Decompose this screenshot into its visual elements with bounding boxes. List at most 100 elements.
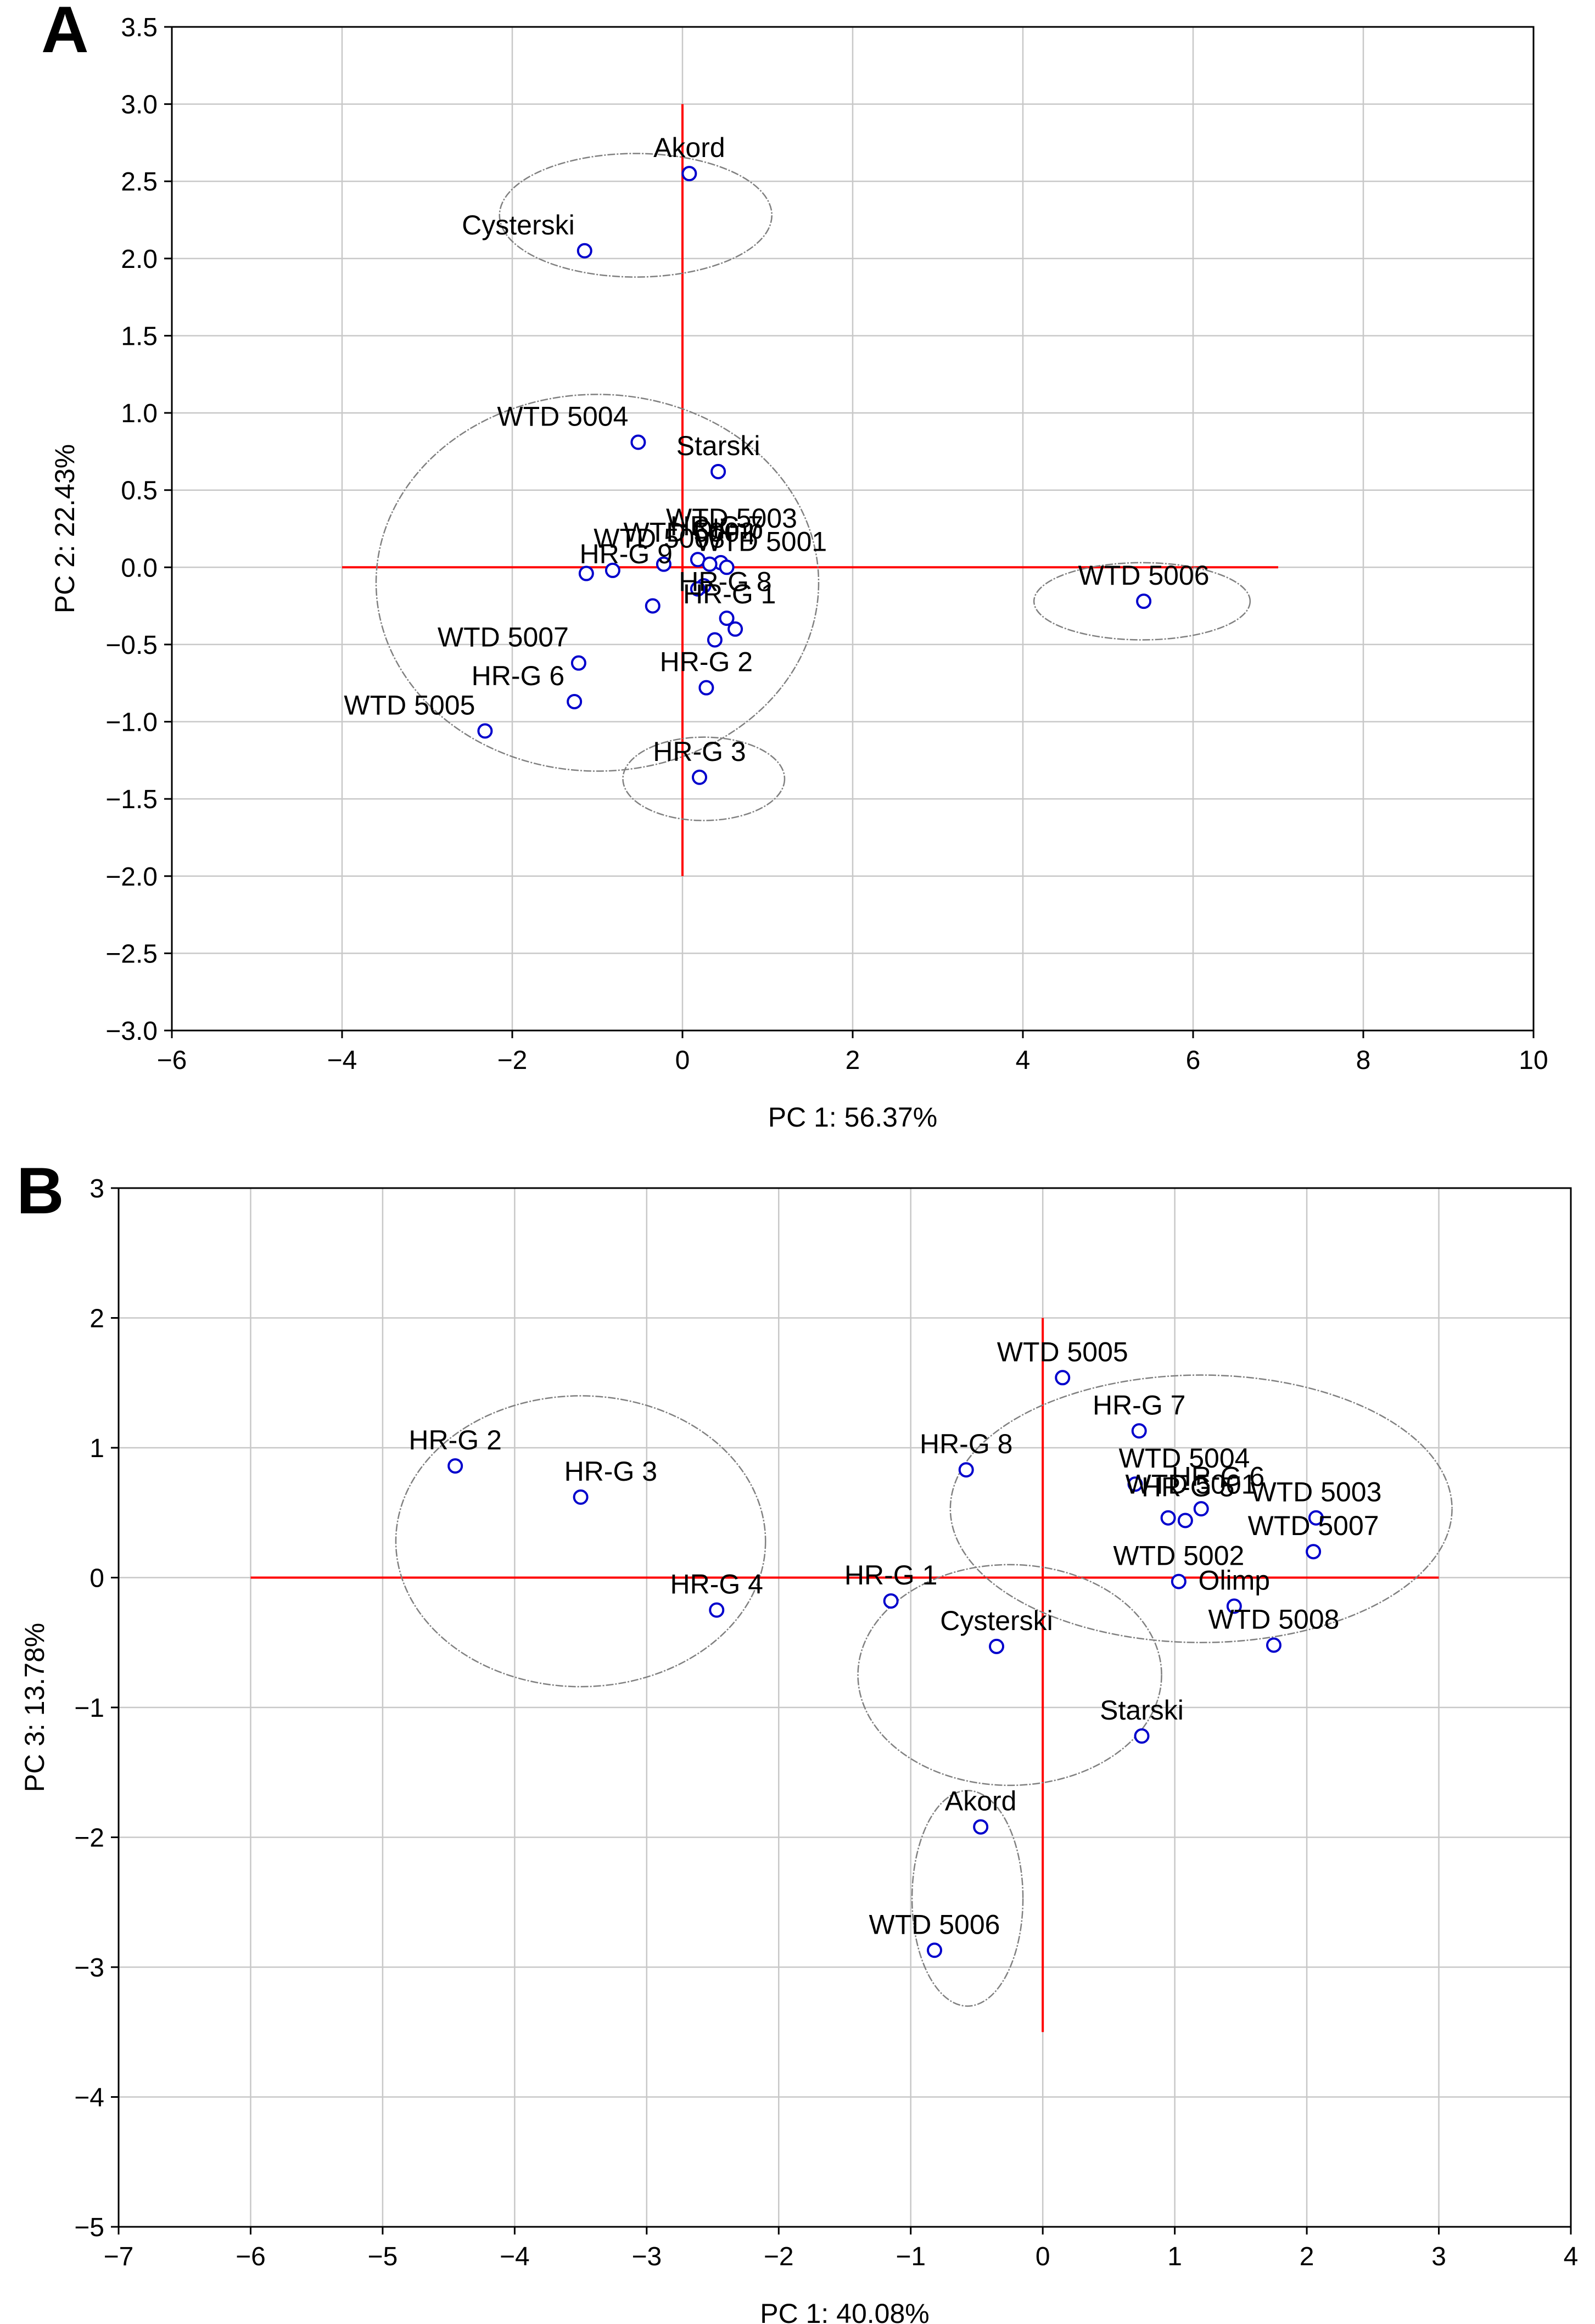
data-point <box>727 621 743 637</box>
point-label: Olimp <box>692 514 764 545</box>
point-label: Starski <box>676 430 760 461</box>
point-label: WTD 5006 <box>1078 560 1210 591</box>
y-tick-label: 2 <box>89 1304 104 1334</box>
point-label: HR-G 2 <box>408 1425 501 1455</box>
x-tick-label: −2 <box>764 2242 794 2271</box>
data-point <box>1306 1544 1322 1560</box>
y-tick-label: 3.0 <box>121 91 158 120</box>
point-label: WTD 5007 <box>1248 1510 1379 1541</box>
point-label: HR-G 8 <box>679 566 771 597</box>
point-label: HR-G 8 <box>920 1429 1012 1459</box>
x-tick-label: 10 <box>1519 1046 1548 1075</box>
ellipse-group-hrg3 <box>622 736 786 821</box>
data-point <box>1127 1476 1143 1492</box>
data-point <box>1055 1370 1071 1386</box>
y-tick-label: −3.0 <box>105 1017 158 1046</box>
point-label: WTD 5003 <box>1250 1477 1381 1508</box>
x-tick-label: 2 <box>846 1046 860 1075</box>
y-tick-label: 3 <box>89 1174 104 1203</box>
point-label: HR-G 1 <box>844 1560 937 1591</box>
y-axis-title-b: PC 3: 13.78% <box>19 1623 50 1793</box>
point-label: HR-G 7 <box>1093 1390 1185 1420</box>
ellipse-group-main-cluster <box>375 394 820 772</box>
ellipse-group-akord-cysterski <box>499 153 773 278</box>
x-tick-label: 8 <box>1356 1046 1371 1075</box>
y-tick-label: −0.5 <box>105 631 158 660</box>
point-label: Akord <box>945 1786 1017 1817</box>
point-label: WTD 5001 <box>1126 1469 1257 1500</box>
point-label: WTD 5007 <box>438 622 569 653</box>
x-tick-label: 4 <box>1564 2242 1579 2271</box>
data-point <box>719 611 735 626</box>
data-point <box>973 1819 989 1835</box>
y-tick-label: −1.5 <box>105 785 158 814</box>
y-tick-label: 0.5 <box>121 477 158 506</box>
data-point <box>578 565 594 581</box>
point-label: HR-G 9 <box>580 539 673 569</box>
data-point <box>690 581 706 597</box>
data-point <box>1193 1501 1209 1517</box>
x-tick-label: 3 <box>1431 2242 1446 2271</box>
point-label: Starski <box>1100 1695 1184 1726</box>
x-tick-label: 0 <box>1036 2242 1050 2271</box>
y-tick-label: 0 <box>89 1564 104 1593</box>
data-point <box>1177 1513 1193 1528</box>
data-point <box>710 463 726 479</box>
y-axis-title-a: PC 2: 22.43% <box>49 444 80 614</box>
y-tick-label: −1.0 <box>105 708 158 737</box>
data-point <box>681 166 697 182</box>
ellipse-group-hrg-left <box>395 1395 766 1688</box>
point-label: Cysterski <box>462 210 575 240</box>
ellipse-group-akord-wtd5006 <box>911 1790 1024 2007</box>
x-tick-label: −6 <box>157 1046 187 1075</box>
data-point <box>692 769 707 785</box>
point-label: HR-G 2 <box>660 647 753 677</box>
y-tick-label: 3.5 <box>121 13 158 42</box>
point-label: HR-G 6 <box>1172 1461 1264 1492</box>
panel-a-scatter-plot: −6 −4 −2 0 2 4 6 8 10 3.5 3.0 2.5 2.0 1.5 1.0 0.5 0.0 −0.… <box>41 0 1548 1133</box>
x-tick-label: −3 <box>631 2242 662 2271</box>
y-tick-label: −2.5 <box>105 939 158 968</box>
point-label: WTD 5002 <box>1113 1541 1244 1571</box>
data-point <box>927 1942 943 1958</box>
ellipse-group-wtd5006 <box>1033 562 1251 641</box>
data-point <box>645 598 661 614</box>
data-point <box>656 556 671 572</box>
data-point <box>1266 1637 1281 1653</box>
point-label: HR-G 3 <box>564 1456 657 1487</box>
y-tick-label: 1.5 <box>121 322 158 351</box>
data-point <box>698 680 714 696</box>
y-tick-label: −5 <box>74 2213 104 2242</box>
y-tick-label: −1 <box>74 1694 104 1723</box>
x-tick-label: −2 <box>497 1046 528 1075</box>
y-tick-label: −4 <box>74 2084 104 2113</box>
x-tick-label: −4 <box>500 2242 530 2271</box>
data-point <box>577 243 592 259</box>
point-label: WTD 5006 <box>869 1909 1000 1940</box>
point-label: WTD 5008 <box>1208 1604 1339 1634</box>
data-point <box>1226 1598 1242 1614</box>
x-tick-label: 2 <box>1300 2242 1314 2271</box>
ellipse-group-wtd-right <box>949 1374 1453 1644</box>
x-tick-label: −7 <box>104 2242 134 2271</box>
data-point <box>1134 1728 1150 1744</box>
data-point <box>477 723 493 739</box>
point-label: WTD 5008 <box>594 523 725 554</box>
point-label: HR-G 6 <box>472 660 564 691</box>
y-tick-label: 2.5 <box>121 167 158 197</box>
y-tick-label: −3 <box>74 1953 104 1983</box>
data-point <box>447 1458 463 1474</box>
panel-label-a: A <box>41 0 89 66</box>
data-point <box>1136 593 1152 609</box>
x-tick-label: 0 <box>675 1046 690 1075</box>
data-point <box>702 556 718 572</box>
x-tick-label: −4 <box>327 1046 357 1075</box>
data-point <box>1131 1423 1147 1439</box>
y-tick-label: 1 <box>89 1434 104 1463</box>
data-point <box>630 434 646 450</box>
point-label: WTD 5004 <box>497 401 628 432</box>
data-point <box>1308 1510 1324 1526</box>
point-label: WTD 5002 <box>624 517 755 547</box>
